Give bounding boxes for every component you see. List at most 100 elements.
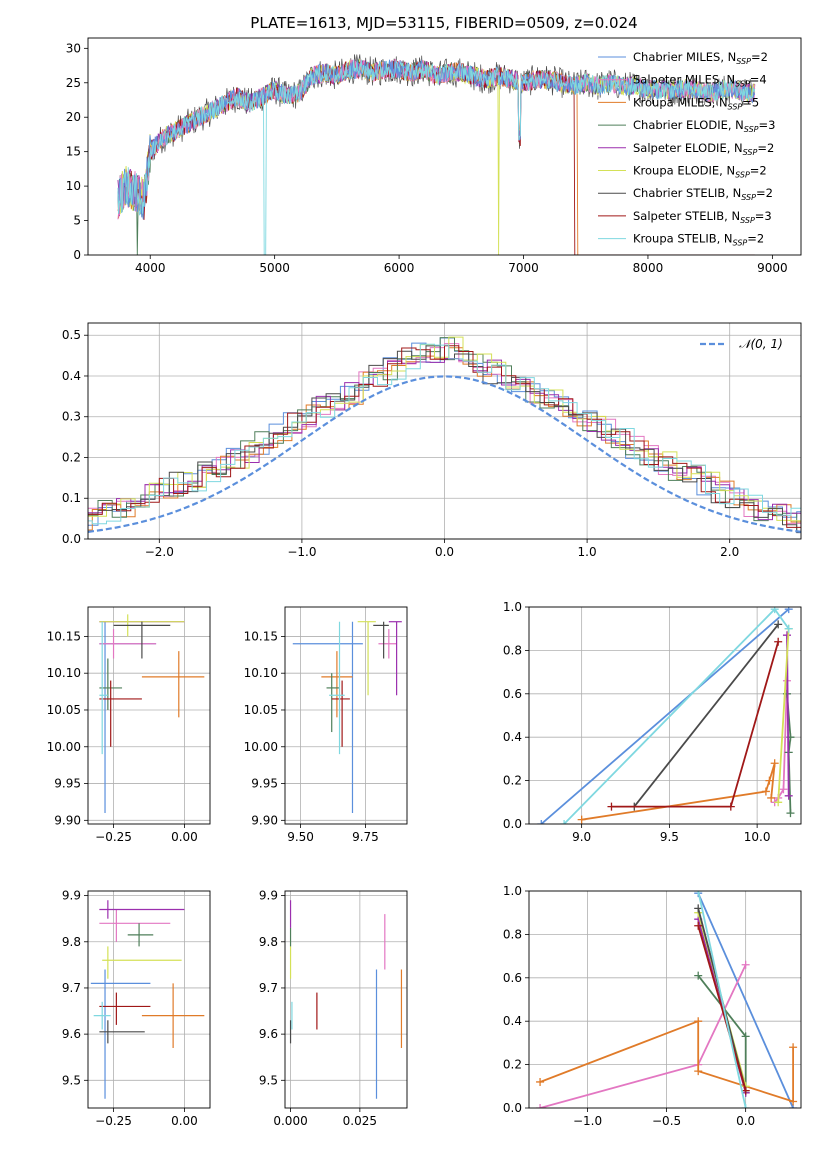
y-tick-label: 10.10 [244,666,278,680]
data-point [373,621,389,659]
data-point [127,923,154,947]
residual-legend: 𝒩(0, 1) [700,337,783,351]
weight-marker [560,820,569,824]
legend-subscript: SSP [735,171,750,180]
legend-entry: Chabrier STELIB, NSSP=2 [633,186,773,202]
y-tick-label: 9.90 [54,813,81,827]
weight-marker [694,921,703,930]
y-tick-label: 9.7 [62,981,81,995]
data-point [331,680,350,747]
y-tick-label: 0.6 [503,971,522,985]
y-tick-label: 0.2 [503,774,522,788]
weight-marker [694,971,703,980]
legend-subscript: SSP [740,216,755,225]
weight-series [630,620,783,811]
x-tick-label: 5000 [259,261,290,275]
histogram-series [88,345,801,534]
legend-entry: Salpeter MILES, NSSP=4 [633,73,767,89]
y-tick-label: 10.00 [244,740,278,754]
y-tick-label: 0 [73,248,81,262]
weight-line [777,628,790,803]
y-tick-label: 0.2 [503,1058,522,1072]
weight-series [607,637,783,811]
legend-entry: Kroupa ELODIE, NSSP=2 [633,164,767,180]
x-tick-label: 0.000 [273,1114,307,1128]
weight-line [697,925,747,1091]
y-tick-label: 10.05 [47,703,81,717]
x-tick-label: 9.50 [287,830,314,844]
weight-line [540,608,790,824]
x-tick-label: 0.025 [343,1114,377,1128]
data-point [378,629,397,659]
y-tick-label: 9.5 [259,1073,278,1087]
data-point [99,621,157,813]
errorbars-age_vs_mass [292,621,402,813]
weight-series [537,607,793,824]
x-tick-label: −1.0 [573,1114,602,1128]
weight-marker [536,1104,545,1108]
x-tick-label: 8000 [633,261,664,275]
legend-entry: 𝒩(0, 1) [739,337,783,351]
y-tick-label: 0.0 [62,532,81,546]
data-point [99,680,142,747]
data-point [102,946,182,979]
weight-marker [741,1104,750,1108]
chart-root: 4000 5000 6000 7000 8000 9000 0 5 10 15 20 25 30 Chab… [47,37,802,1128]
x-tick-label: 9.0 [572,830,591,844]
x-tick-label: −1.0 [287,545,316,559]
legend-entry: Kroupa MILES, NSSP=5 [633,95,759,111]
data-point [141,651,205,718]
y-tick-label: 9.8 [259,935,278,949]
weight-series [577,759,779,824]
weight-marker [536,1077,545,1086]
weight-marker [784,791,793,800]
spectrum-series-line [117,60,755,255]
legend-entry: Chabrier ELODIE, NSSP=3 [633,118,775,134]
legend-label: Salpeter MILES, N [633,73,735,87]
y-tick-label: 9.9 [259,889,278,903]
legend-label: Kroupa MILES, N [633,95,728,109]
weight-marker [577,815,586,824]
weight-line [563,607,790,824]
legend-label: Kroupa STELIB, N [633,232,733,246]
legend-subscript: SSP [733,239,748,248]
weight-marker [694,1067,703,1076]
weight-series [694,891,750,1108]
histogram-series [88,345,801,528]
data-point [93,1001,111,1030]
histogram-series [88,343,801,525]
x-tick-label: −0.5 [652,1114,681,1128]
y-tick-label: 10.10 [47,666,81,680]
histogram-series [88,358,801,529]
legend-tail: =2 [747,232,764,246]
histograms [88,336,801,534]
data-point [388,621,402,696]
weight-marker [770,607,779,614]
weight-series [694,921,750,1095]
weight-marker [765,776,774,785]
y-tick-label: 10.00 [47,740,81,754]
x-tick-label: 7000 [508,261,539,275]
y-tick-label: 10.15 [244,629,278,643]
weight-series [536,1017,798,1106]
legend-subscript: SSP [735,80,750,89]
axes-frame-spectrum [87,37,802,256]
weight-marker [694,904,703,913]
legend-label: Chabrier STELIB, N [633,186,741,200]
weight-marker [784,607,793,614]
data-point [292,621,363,813]
axes-mass_vs_Z: −0.25 0.00 9.5 9.6 9.7 9.8 9.9 [62,889,210,1128]
weight-lines-mass_weight_vs_Z [536,891,798,1108]
axes-spectrum: 4000 5000 6000 7000 8000 9000 0 5 10 15 20 25 30 [66,41,788,275]
histogram-series [88,343,801,531]
legend-tail: =4 [750,73,767,87]
axes-age_vs_mass: 9.50 9.75 9.90 9.95 10.00 10.05 10.10 10.15 [244,607,407,844]
x-tick-label: 9.5 [660,830,679,844]
weight-marker [770,759,779,768]
y-tick-label: 5 [73,214,81,228]
errorbars-age_vs_Z [99,614,205,813]
y-tick-label: 30 [66,41,81,55]
axes-frame-age_vs_mass [284,606,408,825]
x-tick-label: 0.0 [736,1114,755,1128]
